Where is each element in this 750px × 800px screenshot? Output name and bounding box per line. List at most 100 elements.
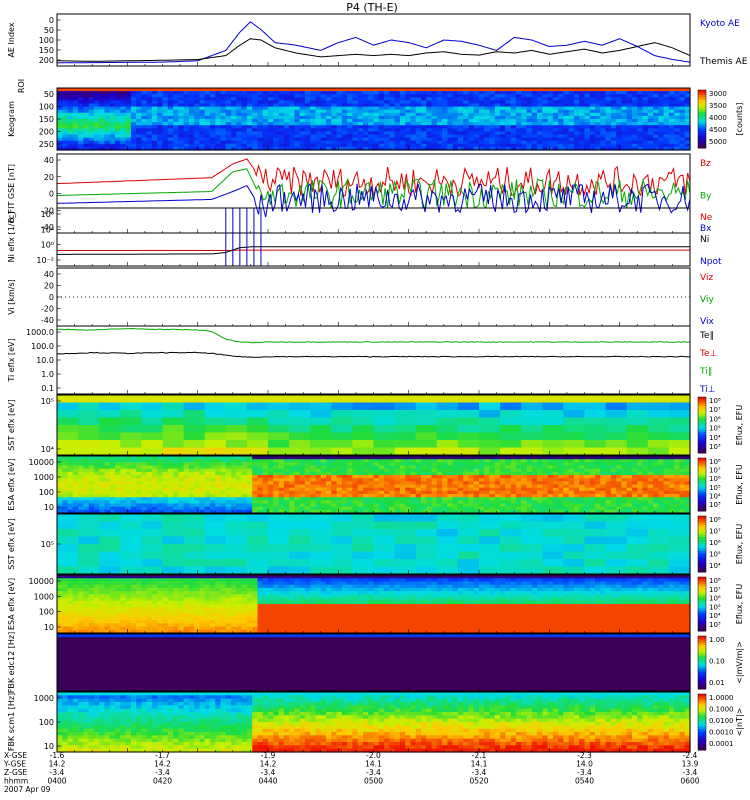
heatmap-cell bbox=[278, 125, 285, 129]
heatmap-cell bbox=[426, 125, 433, 129]
heatmap-cell bbox=[99, 506, 106, 511]
heatmap-cell bbox=[621, 140, 628, 145]
heatmap-cell bbox=[88, 103, 95, 108]
heatmap-cell bbox=[199, 103, 206, 108]
heatmap-cell bbox=[225, 490, 232, 495]
heatmap-cell bbox=[341, 487, 348, 492]
heatmap-cell bbox=[93, 91, 100, 95]
heatmap-cell bbox=[83, 506, 90, 511]
heatmap-cell bbox=[389, 103, 396, 108]
heatmap-cell bbox=[220, 475, 227, 479]
heatmap-cell bbox=[452, 506, 459, 511]
heatmap-cell bbox=[463, 497, 470, 501]
heatmap-cell bbox=[574, 478, 580, 482]
heatmap-cell bbox=[552, 500, 559, 505]
heatmap-cell bbox=[542, 109, 549, 114]
heatmap-cell bbox=[304, 465, 311, 470]
heatmap-cell bbox=[57, 456, 63, 460]
heatmap-cell bbox=[173, 112, 179, 117]
heatmap-cell bbox=[479, 91, 485, 95]
heatmap-cell bbox=[188, 106, 195, 111]
heatmap-cell bbox=[442, 484, 448, 489]
heatmap-cell bbox=[394, 109, 401, 114]
heatmap-cell bbox=[389, 115, 396, 120]
heatmap-cell bbox=[157, 484, 164, 489]
heatmap-cell bbox=[283, 119, 290, 123]
heatmap-cell bbox=[489, 494, 496, 498]
heatmap-cell bbox=[283, 109, 290, 114]
heatmap-cell bbox=[647, 88, 654, 92]
heatmap-cell bbox=[78, 462, 84, 467]
heatmap-cell bbox=[595, 509, 601, 514]
heatmap-cell bbox=[125, 109, 132, 114]
heatmap-cell bbox=[57, 137, 63, 142]
heatmap-cell bbox=[109, 506, 116, 511]
heatmap-cell bbox=[547, 471, 554, 476]
heatmap-cell bbox=[563, 97, 570, 101]
heatmap-cell bbox=[278, 103, 285, 108]
heatmap-cell bbox=[231, 122, 237, 126]
heatmap-cell bbox=[399, 465, 406, 470]
heatmap-cell bbox=[442, 478, 448, 482]
heatmap-cell bbox=[268, 109, 274, 114]
heatmap-cell bbox=[505, 115, 512, 120]
heatmap-cell bbox=[173, 94, 179, 98]
heatmap-cell bbox=[157, 128, 164, 132]
heatmap-cell bbox=[210, 484, 216, 489]
heatmap-cell bbox=[199, 494, 206, 498]
heatmap-cell bbox=[57, 471, 63, 476]
heatmap-cell bbox=[589, 137, 596, 142]
heatmap-cell bbox=[347, 115, 353, 120]
heatmap-cell bbox=[157, 97, 164, 101]
heatmap-cell bbox=[384, 497, 390, 501]
heatmap-cell bbox=[473, 459, 480, 463]
heatmap-cell bbox=[494, 100, 501, 105]
heatmap-cell bbox=[426, 497, 433, 501]
heatmap-cell bbox=[115, 125, 121, 129]
heatmap-cell bbox=[257, 146, 264, 151]
heatmap-cell bbox=[668, 122, 675, 126]
heatmap-cell bbox=[326, 456, 332, 460]
heatmap-cell bbox=[167, 468, 174, 473]
heatmap-cell bbox=[405, 494, 412, 498]
heatmap-cell bbox=[99, 456, 106, 460]
heatmap-cell bbox=[468, 103, 475, 108]
heatmap-cell bbox=[515, 497, 522, 501]
heatmap-cell bbox=[584, 503, 591, 508]
heatmap-cell bbox=[579, 131, 586, 136]
heatmap-cell bbox=[99, 462, 106, 467]
heatmap-cell bbox=[558, 94, 564, 98]
heatmap-cell bbox=[521, 103, 528, 108]
heatmap-cell bbox=[479, 447, 501, 456]
heatmap-cell bbox=[373, 475, 380, 479]
heatmap-cell bbox=[442, 509, 448, 514]
heatmap-cell bbox=[489, 471, 496, 476]
heatmap-cell bbox=[500, 395, 522, 404]
heatmap-cell bbox=[500, 484, 506, 489]
heatmap-cell bbox=[104, 88, 111, 92]
heatmap-cell bbox=[162, 88, 169, 92]
heatmap-cell bbox=[378, 119, 385, 123]
heatmap-cell bbox=[463, 100, 470, 105]
heatmap-cell bbox=[373, 115, 380, 120]
heatmap-cell bbox=[236, 462, 243, 467]
heatmap-cell bbox=[653, 94, 659, 98]
heatmap-cell bbox=[621, 106, 628, 111]
heatmap-cell bbox=[93, 146, 100, 151]
heatmap-cell bbox=[489, 490, 496, 495]
heatmap-cell bbox=[431, 481, 438, 486]
heatmap-cell bbox=[246, 402, 269, 411]
heatmap-cell bbox=[510, 471, 517, 476]
heatmap-cell bbox=[473, 128, 480, 132]
heatmap-cell bbox=[357, 509, 364, 514]
heatmap-cell bbox=[394, 440, 417, 449]
heatmap-cell bbox=[125, 103, 132, 108]
heatmap-cell bbox=[93, 475, 100, 479]
heatmap-cell bbox=[399, 494, 406, 498]
heatmap-cell bbox=[489, 478, 496, 482]
heatmap-cell bbox=[494, 487, 501, 492]
heatmap-cell bbox=[136, 490, 142, 495]
heatmap-cell bbox=[663, 131, 670, 136]
heatmap-cell bbox=[600, 91, 607, 95]
heatmap-cell bbox=[257, 506, 264, 511]
